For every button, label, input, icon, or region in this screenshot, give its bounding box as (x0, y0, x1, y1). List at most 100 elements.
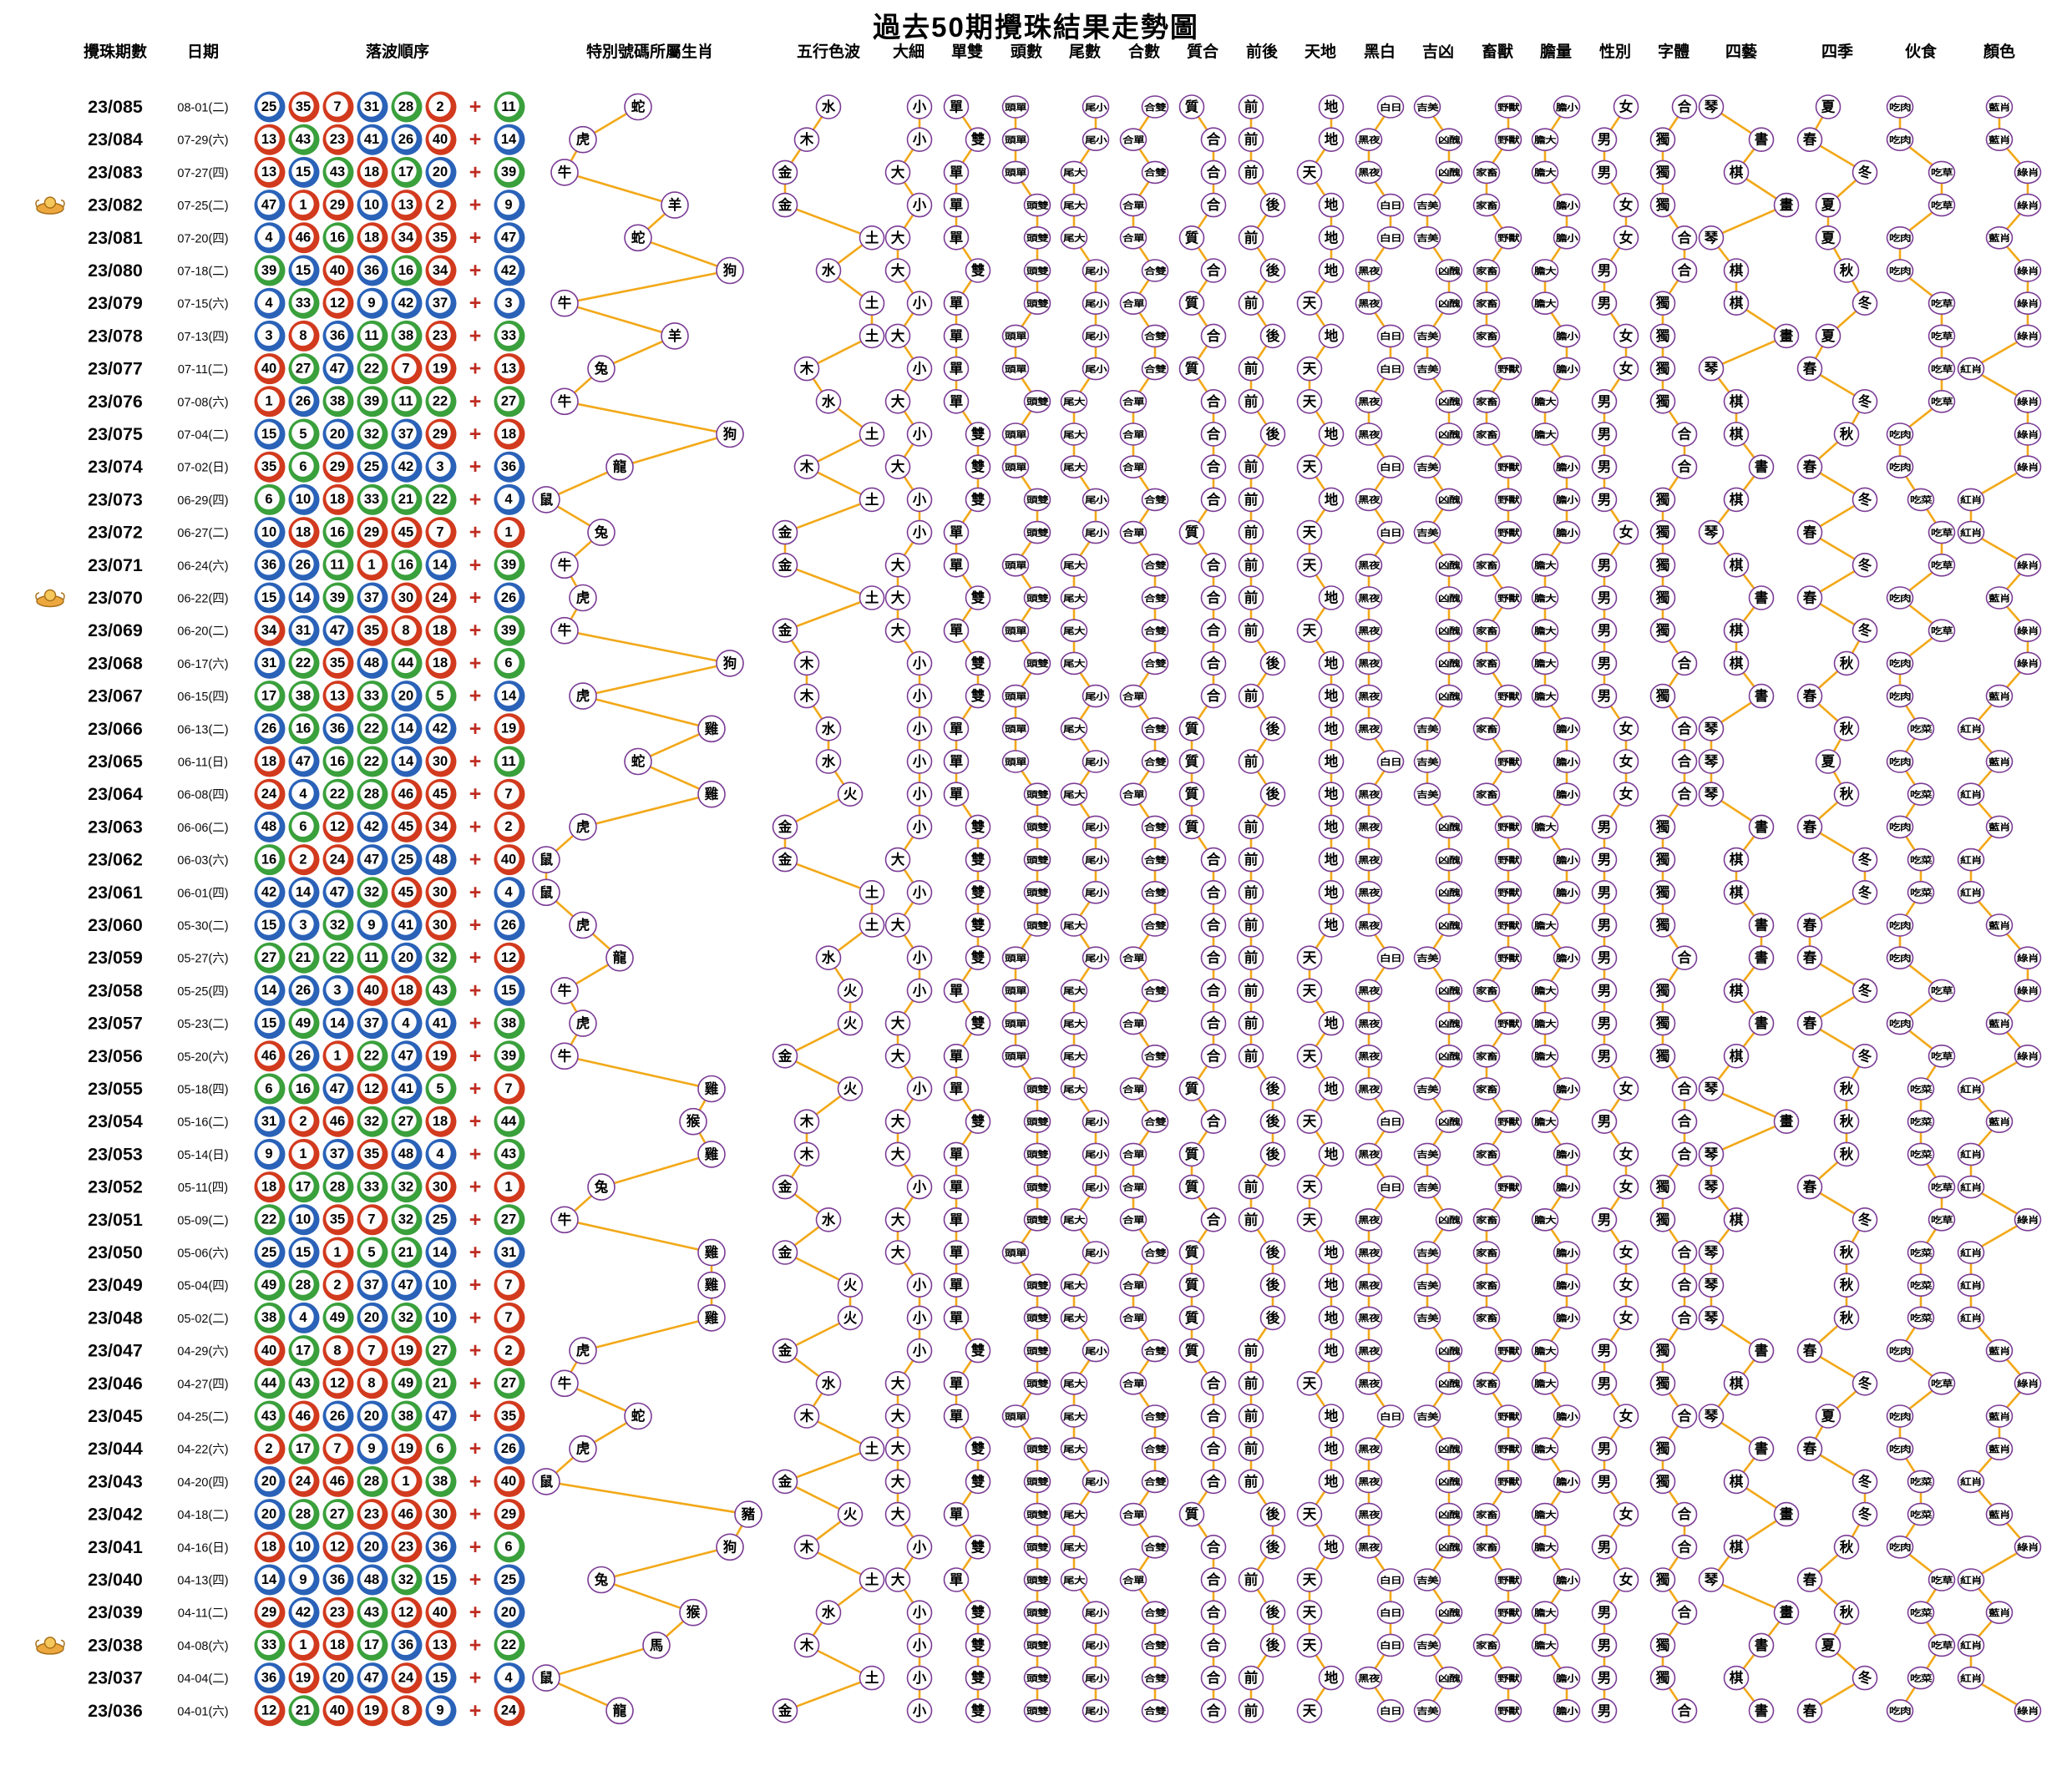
ball: 4 (254, 287, 286, 319)
period-label: 23/053 (88, 1144, 143, 1164)
svg-text:前: 前 (1244, 295, 1259, 311)
draw-row-23/037: 23/037 04-04(二) + (88, 1667, 481, 1690)
svg-text:合: 合 (1207, 917, 1221, 934)
trend-marker-zhihe: 合 (1200, 1469, 1227, 1495)
ball: 40 (322, 255, 354, 286)
svg-text:男: 男 (1598, 852, 1612, 868)
ball: 48 (357, 1564, 388, 1596)
svg-text:地: 地 (1325, 883, 1339, 900)
trend-marker-yanse: 藍肖 (1985, 913, 2014, 937)
trend-marker-wuxing: 火 (837, 1076, 864, 1101)
trend-marker-daxiao: 大 (884, 1109, 911, 1134)
ball: 18 (254, 746, 286, 777)
trend-marker-jixiong: 凶醜 (1435, 291, 1463, 316)
ball: 8 (391, 615, 423, 646)
svg-text:46: 46 (330, 1114, 345, 1129)
trend-marker-toushu: 頭雙 (1023, 1142, 1051, 1166)
draw-row-23/075: 23/075 07-04(二) + (88, 422, 481, 446)
trend-marker-huoshi: 吃肉 (1886, 1011, 1914, 1035)
trend-marker-weishu: 尾大 (1060, 782, 1088, 807)
svg-text:家畜: 家畜 (1476, 1280, 1498, 1291)
trend-marker-xingbie: 男 (1591, 1207, 1618, 1232)
svg-text:後: 後 (1266, 262, 1280, 279)
date-label: 05-11(四) (178, 1181, 228, 1195)
trend-marker-xingbie: 男 (1591, 1044, 1618, 1069)
trend-marker-qianhou: 前 (1238, 1207, 1264, 1232)
ball: 10 (288, 483, 320, 515)
svg-text:雙: 雙 (971, 883, 985, 900)
trend-marker-qianhou: 前 (1238, 388, 1264, 414)
svg-text:40: 40 (433, 1605, 448, 1620)
plus-icon: + (469, 1176, 482, 1199)
trend-marker-toushu: 頭雙 (1023, 1470, 1051, 1494)
svg-text:凶醜: 凶醜 (1438, 691, 1461, 701)
ball: 40 (425, 124, 457, 155)
trend-marker-danliang: 膽小 (1553, 1306, 1581, 1330)
svg-text:吃肉: 吃肉 (1889, 1444, 1911, 1455)
trend-marker-chushou: 野獸 (1494, 95, 1522, 119)
svg-text:26: 26 (296, 394, 311, 409)
svg-text:木: 木 (799, 1113, 814, 1130)
ball: 20 (254, 1465, 286, 1497)
trend-marker-toushu: 頭雙 (1023, 782, 1051, 807)
svg-text:前: 前 (1244, 1408, 1259, 1424)
svg-text:火: 火 (843, 1081, 858, 1097)
ball: 2 (288, 1106, 320, 1137)
svg-text:12: 12 (261, 1703, 276, 1718)
plus-icon: + (469, 913, 482, 937)
ball: 18 (357, 156, 388, 188)
svg-text:凶醜: 凶醜 (1438, 888, 1461, 898)
trend-marker-chushou: 家畜 (1472, 1241, 1501, 1264)
svg-text:獨: 獨 (1655, 1669, 1670, 1686)
svg-text:質: 質 (1185, 1277, 1199, 1293)
svg-text:26: 26 (330, 1409, 345, 1424)
svg-text:牛: 牛 (558, 1374, 572, 1391)
trend-marker-toushu: 頭雙 (1023, 1536, 1051, 1559)
svg-text:紅肖: 紅肖 (1960, 724, 1982, 735)
ball: 2 (288, 844, 320, 876)
trend-marker-heibai: 黑夜 (1355, 716, 1383, 741)
ball: 22 (357, 1040, 388, 1072)
svg-text:22: 22 (261, 1212, 276, 1227)
trend-marker-ziti: 獨 (1649, 1436, 1676, 1461)
trend-marker-jixiong: 吉美 (1413, 1241, 1441, 1264)
svg-text:吉美: 吉美 (1416, 756, 1439, 767)
svg-text:綠肖: 綠肖 (2017, 167, 2039, 178)
ball: 43 (254, 1400, 286, 1432)
ball: 49 (391, 1368, 423, 1399)
trend-marker-huoshi: 吃草 (1928, 553, 1956, 577)
svg-text:4: 4 (299, 787, 307, 802)
trend-marker-huoshi: 吃菜 (1907, 881, 1935, 904)
ball: 5 (425, 681, 457, 712)
special-ball: 27 (494, 386, 525, 417)
svg-text:男: 男 (1598, 1703, 1612, 1718)
svg-text:43: 43 (296, 132, 311, 147)
plus-icon: + (469, 782, 482, 806)
trend-marker-yanse: 藍肖 (1985, 128, 2014, 151)
svg-text:木: 木 (799, 360, 814, 377)
ball: 19 (391, 1433, 423, 1465)
trend-marker-xingbie: 男 (1591, 1600, 1618, 1625)
svg-text:26: 26 (296, 1049, 311, 1064)
trend-marker-xingbie: 女 (1613, 749, 1639, 774)
trend-marker-heshu: 合雙 (1141, 1045, 1169, 1068)
svg-text:膽小: 膽小 (1556, 854, 1578, 865)
trend-marker-tiandi: 天 (1296, 552, 1323, 578)
ball: 46 (322, 1106, 354, 1137)
period-label: 23/052 (88, 1177, 143, 1197)
trend-marker-heshu: 合單 (1119, 128, 1147, 151)
trend-marker-siji: 冬 (1852, 159, 1878, 185)
svg-text:單: 單 (950, 787, 964, 802)
svg-text:家畜: 家畜 (1476, 200, 1498, 210)
svg-text:水: 水 (822, 392, 836, 409)
ball: 1 (357, 549, 388, 581)
svg-text:34: 34 (433, 819, 448, 834)
svg-text:膽大: 膽大 (1534, 593, 1557, 604)
svg-text:天: 天 (1303, 362, 1317, 377)
trend-marker-toushu: 頭單 (1001, 455, 1030, 479)
ball: 13 (322, 681, 354, 712)
trend-marker-ziti: 合 (1671, 225, 1698, 250)
ball: 43 (322, 156, 354, 188)
trend-marker-zhihe: 合 (1200, 1010, 1227, 1036)
svg-text:書: 書 (1755, 1440, 1769, 1457)
